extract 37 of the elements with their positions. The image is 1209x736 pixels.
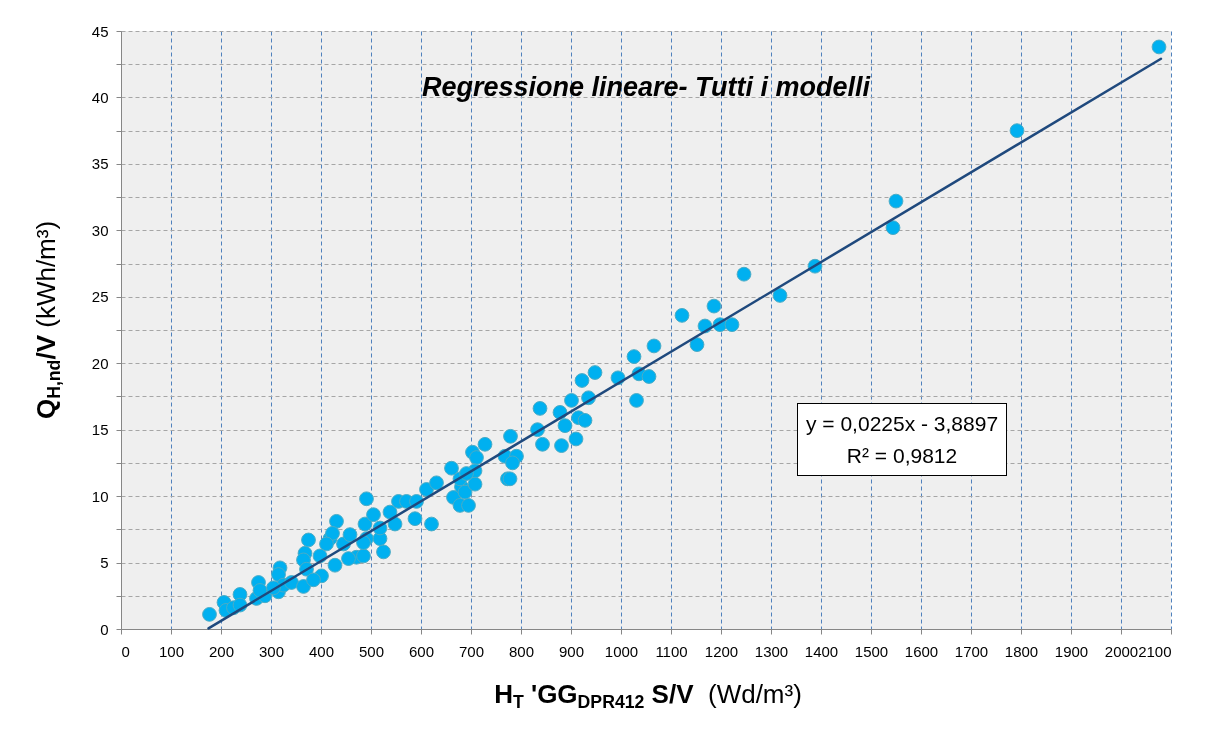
- x-tick-label: 100: [158, 642, 185, 660]
- y-tick-label: 35: [91, 155, 109, 173]
- y-tick-label: 20: [91, 354, 109, 372]
- y-tick-label: 0: [100, 620, 109, 638]
- x-tick-label: 2100: [1138, 642, 1172, 660]
- annotation: y = 0,0225x - 3,8897: [806, 411, 999, 437]
- y-tick-label: 45: [91, 22, 109, 40]
- x-tick-label: 900: [558, 642, 585, 660]
- x-tick-label: 200: [208, 642, 235, 660]
- x-tick-label: 800: [508, 642, 535, 660]
- x-tick-label: 1500: [854, 642, 889, 660]
- y-tick-label: 15: [91, 421, 109, 439]
- text: Regressione lineare- Tutti i modelli: [421, 72, 871, 103]
- x-tick-label: 700: [458, 642, 485, 660]
- y-tick-label: 10: [91, 487, 109, 505]
- x-axis-title: H$_{T}$ 'GG$_{DPR412}$ S/V (Wd/m³): [494, 678, 802, 712]
- x-tick-label: 1100: [655, 642, 688, 660]
- x-tick-label: 1300: [754, 642, 789, 660]
- x-tick-label: 1000: [604, 642, 639, 660]
- x-tick-label: 600: [408, 642, 435, 660]
- y-tick-label: 40: [91, 88, 109, 106]
- x-tick-label: 1900: [1054, 642, 1089, 660]
- x-tick-label: 300: [258, 642, 285, 660]
- x-tick-label: 2000: [1104, 642, 1139, 660]
- text-box: y = 0,0225x - 3,8897 R² = 0,9812: [797, 403, 1008, 476]
- x-tick-label: 0: [121, 642, 130, 660]
- annotation: R² = 0,9812: [845, 442, 959, 469]
- y-tick-label: 5: [100, 554, 109, 572]
- x-tick-label: 1200: [704, 642, 739, 660]
- x-tick-label: 400: [308, 642, 335, 660]
- x-tick-label: 1400: [804, 642, 839, 660]
- x-tick-label: 1700: [954, 642, 989, 660]
- y-tick-label: 25: [91, 288, 109, 306]
- x-tick-label: 500: [358, 642, 385, 660]
- x-tick-label: 1600: [904, 642, 939, 660]
- y-tick-label: 30: [91, 221, 109, 239]
- x-tick-label: 1800: [1004, 642, 1039, 660]
